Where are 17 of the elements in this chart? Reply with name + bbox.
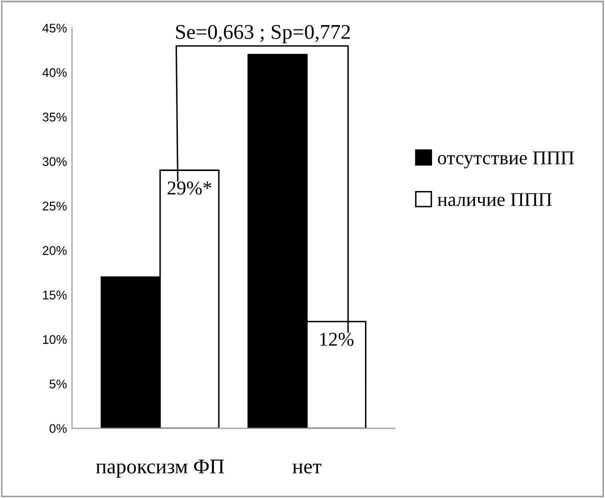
data-label: 29%*	[168, 181, 212, 195]
x-tick-label: нет	[292, 463, 322, 474]
legend-label: наличие ППП	[438, 193, 552, 206]
y-tick-label: 25%	[42, 202, 67, 210]
y-tick-label: 10%	[43, 335, 67, 344]
y-tick-label: 45%	[42, 24, 67, 33]
data-label: 12%	[320, 332, 354, 346]
y-tick-label: 20%	[42, 246, 67, 255]
y-tick-label: 15%	[43, 290, 67, 300]
legend-label: отсутствие ППП	[438, 151, 574, 168]
y-tick-label: 0%	[50, 424, 67, 433]
x-tick-label: пароксизм ФП	[96, 460, 224, 478]
y-tick-label: 5%	[50, 380, 67, 388]
y-tick-label: 35%	[42, 112, 67, 122]
y-tick-label: 40%	[42, 68, 67, 78]
y-tick-label: 30%	[42, 157, 67, 166]
annotation: Se=0,663 ; Sp=0,772	[176, 24, 350, 44]
